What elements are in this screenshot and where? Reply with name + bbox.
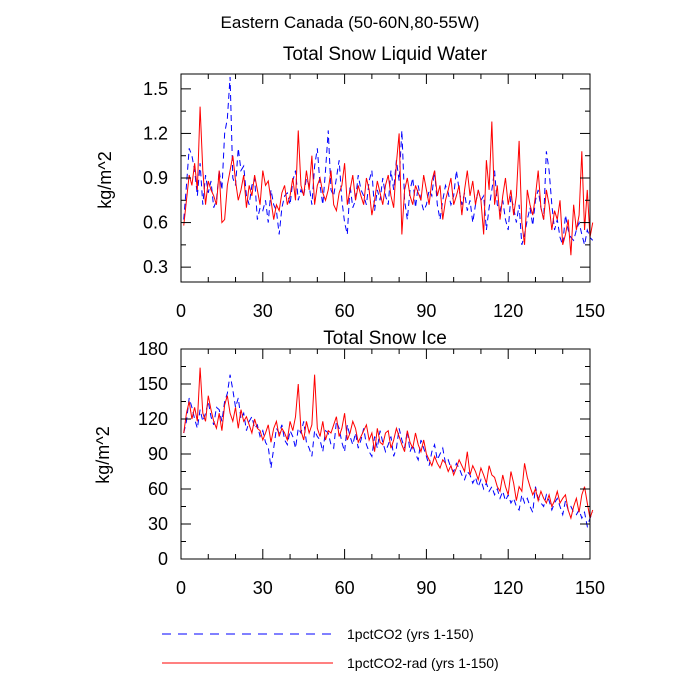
y-tick-label: 30: [148, 514, 168, 534]
x-tick-label: 0: [176, 301, 186, 321]
panel-snow-ice: Total Snow Ice 0 30 60 90 120 150 0 30 60 90 120 15…: [93, 328, 605, 598]
x-tick-label: 30: [253, 301, 273, 321]
y-tick-label: 1.5: [143, 79, 168, 99]
y-tick-label: 180: [138, 339, 168, 359]
series-line-1pctco2: [183, 374, 594, 529]
panel2-ylabel: kg/m^2: [93, 426, 113, 483]
legend-label-1pctco2: 1pctCO2 (yrs 1-150): [347, 626, 474, 642]
x-tick-label: 60: [335, 578, 355, 598]
y-tick-label: 120: [138, 409, 168, 429]
plot-frame: [180, 348, 591, 560]
panel1-ylabel: kg/m^2: [95, 151, 115, 208]
x-tick-label: 120: [493, 578, 523, 598]
x-tick-label: 0: [176, 578, 186, 598]
panel1-title: Total Snow Liquid Water: [283, 44, 488, 65]
legend-label-1pctco2-rad: 1pctCO2-rad (yrs 1-150): [347, 655, 499, 671]
x-tick-label: 150: [575, 578, 605, 598]
y-tick-label: 90: [148, 444, 168, 464]
y-tick-label: 150: [138, 374, 168, 394]
y-tick-label: 1.2: [143, 123, 168, 143]
panel-snow-liquid-water: Total Snow Liquid Water 0 30 60 90 120 150 0.3…: [95, 44, 605, 321]
series-line-1pctco2-rad: [183, 106, 594, 256]
legend: 1pctCO2 (yrs 1-150) 1pctCO2-rad (yrs 1-1…: [162, 626, 499, 671]
series-line-1pctco2-rad: [183, 367, 594, 521]
y-tick-label: 0.3: [143, 257, 168, 277]
x-tick-label: 90: [416, 578, 436, 598]
series-line-1pctco2: [183, 76, 594, 246]
panel2-title: Total Snow Ice: [323, 328, 447, 349]
x-tick-label: 150: [575, 301, 605, 321]
plot-frame: [180, 73, 591, 283]
figure-suptitle: Eastern Canada (50-60N,80-55W): [221, 13, 480, 32]
y-tick-label: 60: [148, 479, 168, 499]
x-tick-label: 90: [416, 301, 436, 321]
x-tick-label: 120: [493, 301, 523, 321]
y-tick-label: 0.9: [143, 168, 168, 188]
y-tick-label: 0.6: [143, 213, 168, 233]
y-tick-label: 0: [158, 549, 168, 569]
x-tick-label: 60: [335, 301, 355, 321]
panel2-plot-area: 0 30 60 90 120 150 0 30 60 90 120 150 180: [138, 339, 605, 598]
x-tick-label: 30: [253, 578, 273, 598]
panel1-plot-area: 0 30 60 90 120 150 0.3 0.6 0.9 1.2 1.5: [143, 73, 605, 321]
